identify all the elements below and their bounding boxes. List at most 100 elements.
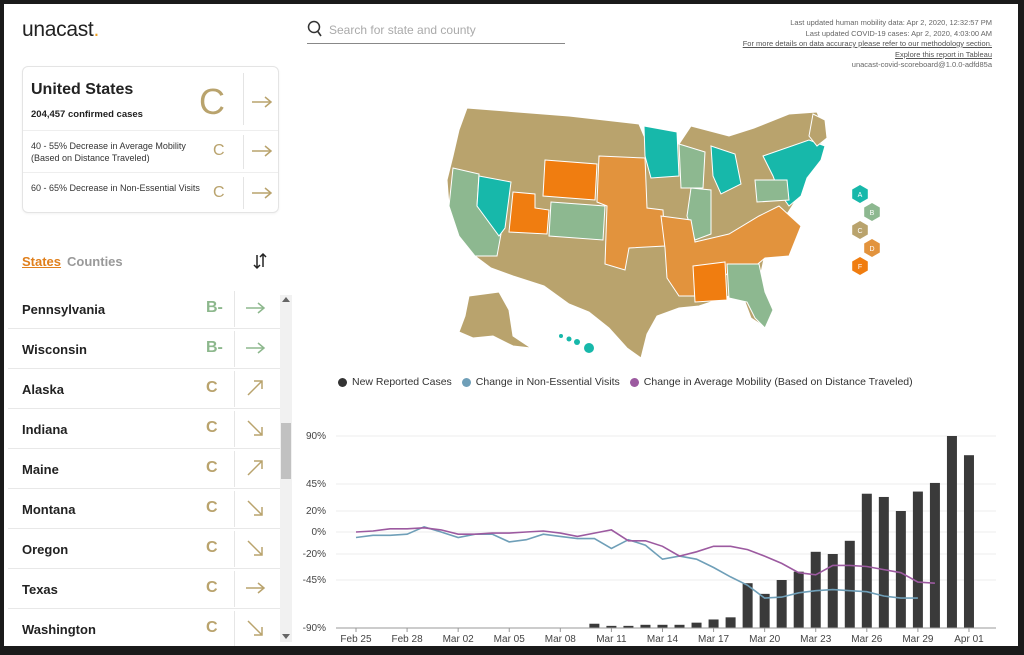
x-tick-label: Apr 01 <box>954 634 984 645</box>
state-name: Alaska <box>22 382 64 397</box>
mobility-line[interactable] <box>355 526 935 584</box>
x-tick-label: Feb 25 <box>340 634 372 645</box>
cases-bar[interactable] <box>606 625 617 628</box>
legend-item[interactable]: Change in Non-Essential Visits <box>461 376 620 388</box>
legend-item[interactable]: Change in Average Mobility (Based on Dis… <box>629 376 913 388</box>
cases-bar[interactable] <box>946 436 957 628</box>
cases-bar[interactable] <box>844 540 855 628</box>
scroll-thumb[interactable] <box>281 423 291 479</box>
sort-icon[interactable] <box>252 252 268 270</box>
cases-bar[interactable] <box>691 622 702 628</box>
cases-bar[interactable] <box>674 624 685 628</box>
cases-bar[interactable] <box>827 554 838 628</box>
visits-line[interactable] <box>355 525 918 599</box>
cases-bar[interactable] <box>895 511 906 628</box>
us-choropleth-map[interactable] <box>429 96 849 366</box>
divider <box>234 491 235 527</box>
legend-label: Change in Non-Essential Visits <box>475 376 620 388</box>
map-region-utah <box>508 191 550 235</box>
state-list[interactable]: Pennsylvania B- Wisconsin B- Alaska C Indiana C… <box>8 289 280 646</box>
state-grade: C <box>206 579 218 596</box>
cases-bar[interactable] <box>861 493 872 628</box>
scroll-up-icon[interactable] <box>282 297 290 302</box>
state-row[interactable]: Pennsylvania B- <box>8 289 280 329</box>
cases-bar[interactable] <box>708 619 719 628</box>
map-region-hawaii <box>559 334 594 353</box>
visits-label: 60 - 65% Decrease in Non-Essential Visit… <box>31 183 200 193</box>
state-grade: C <box>206 379 218 396</box>
state-row[interactable]: Washington C <box>8 609 280 646</box>
y-tick-label: 0% <box>312 527 327 538</box>
divider <box>243 135 244 169</box>
cases-bar[interactable] <box>623 625 634 628</box>
cases-bar[interactable] <box>589 623 600 628</box>
cases-bar[interactable] <box>657 624 668 628</box>
methodology-link[interactable]: For more details on data accuracy please… <box>742 39 992 48</box>
cases-bar[interactable] <box>963 455 974 628</box>
x-tick-label: Feb 28 <box>392 634 424 645</box>
state-row[interactable]: Montana C <box>8 489 280 529</box>
state-row[interactable]: Oregon C <box>8 529 280 569</box>
visits-row[interactable]: 60 - 65% Decrease in Non-Essential Visit… <box>23 173 278 213</box>
map-region-colorado <box>548 201 606 241</box>
cases-updated-text: Last updated COVID-19 cases: Apr 2, 2020… <box>805 28 992 38</box>
cases-bar[interactable] <box>878 496 889 628</box>
grade-hex-d <box>864 239 880 257</box>
cases-bar[interactable] <box>725 617 736 628</box>
summary-header[interactable]: United States 204,457 confirmed cases C <box>23 67 278 131</box>
cases-bar[interactable] <box>759 593 770 628</box>
grade-hex-label: A <box>858 192 863 199</box>
state-grade: C <box>206 499 218 516</box>
cases-bar[interactable] <box>912 491 923 628</box>
legend-label: New Reported Cases <box>352 376 452 388</box>
grade-hex-f <box>852 257 868 275</box>
state-grade: C <box>206 619 218 636</box>
state-row[interactable]: Wisconsin B- <box>8 329 280 369</box>
y-tick-label: 20% <box>306 506 326 517</box>
state-row[interactable]: Texas C <box>8 569 280 609</box>
x-tick-label: Mar 02 <box>443 634 475 645</box>
scroll-down-icon[interactable] <box>282 634 290 639</box>
y-tick-label: 45% <box>306 479 326 490</box>
unacast-logo[interactable]: unacast. <box>22 18 99 42</box>
state-row[interactable]: Indiana C <box>8 409 280 449</box>
tableau-link[interactable]: Explore this report in Tableau <box>894 49 992 59</box>
map-region-illinois <box>686 187 712 241</box>
trend-down-icon <box>247 500 263 516</box>
state-name: Washington <box>22 622 96 637</box>
divider <box>234 571 235 607</box>
divider <box>234 411 235 447</box>
list-scrollbar[interactable] <box>280 295 292 642</box>
legend-item[interactable]: New Reported Cases <box>338 376 452 388</box>
grade-hex-label: D <box>869 246 874 253</box>
grade-hex-label: B <box>870 210 875 217</box>
logo-text: unacast <box>22 18 94 41</box>
state-name: Maine <box>22 462 59 477</box>
tab-states[interactable]: States <box>22 254 62 269</box>
mobility-row[interactable]: 40 - 55% Decrease in Average Mobility (B… <box>23 131 278 173</box>
state-name: Indiana <box>22 422 68 437</box>
divider <box>234 531 235 567</box>
legend-dot <box>461 377 471 387</box>
divider <box>234 451 235 487</box>
cases-bar[interactable] <box>929 482 940 628</box>
state-row[interactable]: Maine C <box>8 449 280 489</box>
cases-bar[interactable] <box>742 583 753 628</box>
cases-bar[interactable] <box>776 580 787 628</box>
arrow-right-icon <box>252 187 273 199</box>
cases-bar[interactable] <box>793 571 804 628</box>
cases-bar[interactable] <box>640 624 651 628</box>
trend-down-icon <box>247 420 263 436</box>
cases-mobility-chart[interactable]: 90% 45% 20% 0% -20% -45% -90% Feb 25 Feb 28 Mar 0… <box>296 414 1006 646</box>
list-tabs: States Counties <box>22 254 123 269</box>
search-box[interactable] <box>307 20 565 44</box>
map-region-wyoming <box>542 159 598 201</box>
search-input[interactable] <box>329 21 559 39</box>
map-region-nevada <box>476 175 512 237</box>
x-tick-label: Mar 14 <box>647 634 679 645</box>
tab-counties[interactable]: Counties <box>67 254 123 269</box>
summary-card: United States 204,457 confirmed cases C … <box>22 66 279 213</box>
map-region-florida <box>726 263 774 329</box>
divider <box>234 611 235 646</box>
state-row[interactable]: Alaska C <box>8 369 280 409</box>
